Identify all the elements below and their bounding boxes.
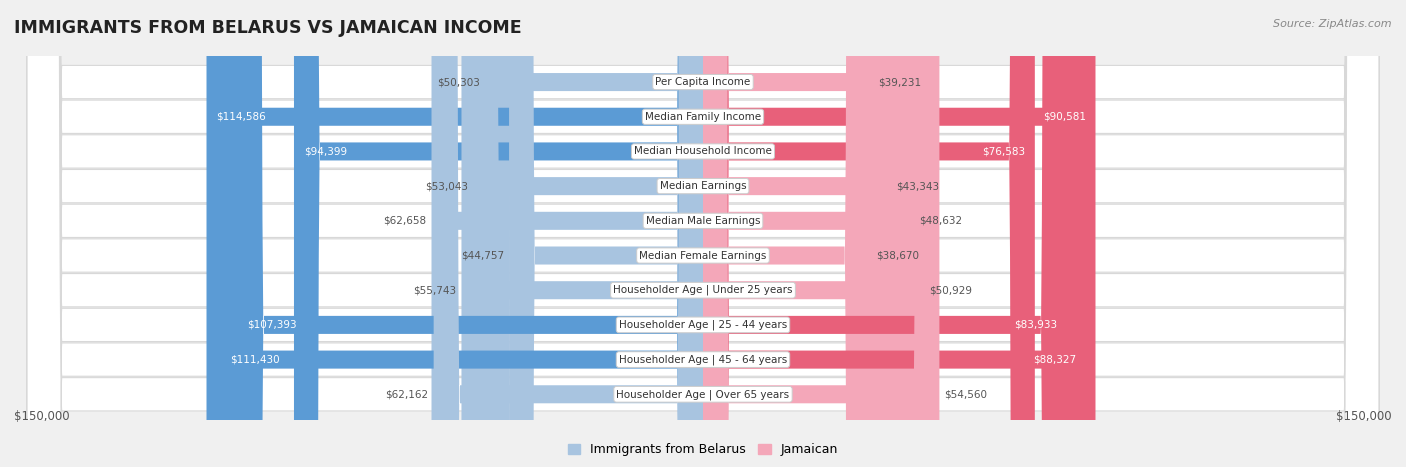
Text: $88,327: $88,327: [1033, 354, 1076, 365]
Text: $76,583: $76,583: [981, 147, 1025, 156]
FancyBboxPatch shape: [27, 0, 1379, 467]
Text: $62,658: $62,658: [384, 216, 426, 226]
FancyBboxPatch shape: [221, 0, 703, 467]
FancyBboxPatch shape: [474, 0, 703, 467]
FancyBboxPatch shape: [703, 0, 1085, 467]
FancyBboxPatch shape: [703, 0, 891, 467]
Text: $43,343: $43,343: [896, 181, 939, 191]
Text: $50,303: $50,303: [437, 77, 479, 87]
FancyBboxPatch shape: [703, 0, 1095, 467]
FancyBboxPatch shape: [27, 0, 1379, 467]
FancyBboxPatch shape: [27, 0, 1379, 467]
FancyBboxPatch shape: [27, 0, 1379, 467]
Text: $48,632: $48,632: [920, 216, 962, 226]
Text: $94,399: $94,399: [304, 147, 347, 156]
Text: $111,430: $111,430: [231, 354, 280, 365]
FancyBboxPatch shape: [703, 0, 924, 467]
FancyBboxPatch shape: [703, 0, 1067, 467]
FancyBboxPatch shape: [485, 0, 703, 467]
Text: Median Male Earnings: Median Male Earnings: [645, 216, 761, 226]
FancyBboxPatch shape: [703, 0, 939, 467]
FancyBboxPatch shape: [461, 0, 703, 467]
FancyBboxPatch shape: [433, 0, 703, 467]
Text: $39,231: $39,231: [879, 77, 921, 87]
Text: $44,757: $44,757: [461, 250, 503, 261]
FancyBboxPatch shape: [294, 0, 703, 467]
Text: $150,000: $150,000: [1336, 410, 1392, 423]
Text: Householder Age | Over 65 years: Householder Age | Over 65 years: [616, 389, 790, 400]
Text: Median Female Earnings: Median Female Earnings: [640, 250, 766, 261]
Text: $54,560: $54,560: [945, 389, 987, 399]
FancyBboxPatch shape: [703, 0, 873, 467]
Text: Householder Age | 25 - 44 years: Householder Age | 25 - 44 years: [619, 319, 787, 330]
Text: Per Capita Income: Per Capita Income: [655, 77, 751, 87]
Text: $62,162: $62,162: [385, 389, 429, 399]
Legend: Immigrants from Belarus, Jamaican: Immigrants from Belarus, Jamaican: [562, 439, 844, 461]
FancyBboxPatch shape: [509, 0, 703, 467]
FancyBboxPatch shape: [27, 0, 1379, 467]
Text: $150,000: $150,000: [14, 410, 70, 423]
Text: $50,929: $50,929: [929, 285, 972, 295]
Text: $107,393: $107,393: [247, 320, 297, 330]
FancyBboxPatch shape: [432, 0, 703, 467]
Text: IMMIGRANTS FROM BELARUS VS JAMAICAN INCOME: IMMIGRANTS FROM BELARUS VS JAMAICAN INCO…: [14, 19, 522, 37]
Text: $53,043: $53,043: [425, 181, 468, 191]
FancyBboxPatch shape: [27, 0, 1379, 467]
Text: Householder Age | 45 - 64 years: Householder Age | 45 - 64 years: [619, 354, 787, 365]
Text: Median Earnings: Median Earnings: [659, 181, 747, 191]
Text: $55,743: $55,743: [413, 285, 457, 295]
Text: Median Household Income: Median Household Income: [634, 147, 772, 156]
FancyBboxPatch shape: [238, 0, 703, 467]
Text: $90,581: $90,581: [1043, 112, 1085, 122]
FancyBboxPatch shape: [703, 0, 870, 467]
FancyBboxPatch shape: [27, 0, 1379, 467]
FancyBboxPatch shape: [27, 0, 1379, 467]
Text: Source: ZipAtlas.com: Source: ZipAtlas.com: [1274, 19, 1392, 28]
Text: $114,586: $114,586: [217, 112, 266, 122]
Text: Median Family Income: Median Family Income: [645, 112, 761, 122]
Text: Householder Age | Under 25 years: Householder Age | Under 25 years: [613, 285, 793, 296]
FancyBboxPatch shape: [207, 0, 703, 467]
FancyBboxPatch shape: [27, 0, 1379, 467]
FancyBboxPatch shape: [703, 0, 914, 467]
FancyBboxPatch shape: [27, 0, 1379, 467]
Text: $83,933: $83,933: [1014, 320, 1057, 330]
Text: $38,670: $38,670: [876, 250, 918, 261]
FancyBboxPatch shape: [703, 0, 1035, 467]
